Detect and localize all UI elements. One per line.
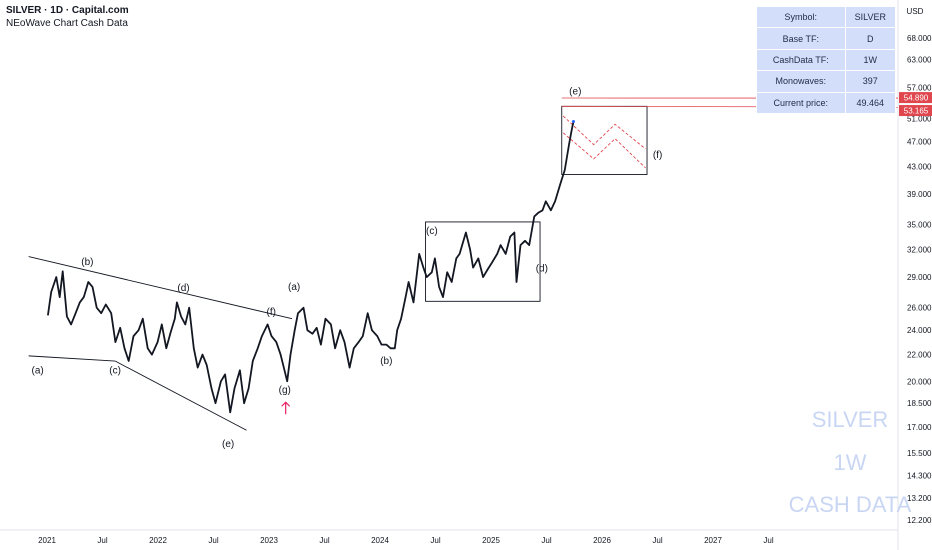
info-key: Symbol: (756, 5, 846, 29)
x-tick-label: Jul (652, 536, 662, 545)
info-value: 397 (844, 70, 897, 93)
y-tick-label: 15.500 (907, 449, 932, 458)
grid-lines (0, 0, 899, 550)
trendlines (28, 97, 899, 431)
y-tick-label: 35.000 (907, 220, 932, 229)
price-tag-label: 53.165 (904, 107, 929, 116)
y-tick-label: 24.000 (907, 326, 932, 335)
y-tick-label: 57.000 (907, 84, 932, 93)
watermark-symbol: SILVER (811, 407, 889, 432)
indicator-name: NEoWave Chart Cash Data (6, 18, 128, 29)
currency-label: USD (907, 7, 924, 16)
wave-label: (d) (536, 264, 548, 275)
x-tick-label: 2027 (704, 536, 722, 545)
x-tick-label: Jul (208, 536, 218, 545)
projection-channel (562, 115, 646, 150)
wave-label: (c) (426, 226, 438, 237)
trendline (28, 256, 293, 320)
price-tag (899, 92, 932, 104)
y-tick-label: 18.500 (907, 399, 932, 408)
info-table: Symbol: SILVER Base TF: D CashData TF: 1W M… (756, 5, 897, 114)
wave-label: (b) (81, 257, 93, 268)
info-row-symbol: Symbol: SILVER (756, 5, 897, 29)
wave-label: (f) (653, 150, 662, 161)
x-tick-label: Jul (97, 536, 107, 545)
chart-title: SILVER · 1D · Capital.com (6, 5, 129, 16)
y-tick-label: 29.000 (907, 273, 932, 282)
y-tick-label: 14.300 (907, 471, 932, 480)
x-tick-label: 2024 (371, 536, 389, 545)
info-key: Current price: (756, 91, 846, 114)
y-tick-label: 39.000 (907, 190, 932, 199)
y-tick-label: 20.000 (907, 377, 932, 386)
x-tick-label: 2025 (482, 536, 500, 545)
wave-label: (a) (32, 365, 44, 376)
y-tick-label: 68.000 (907, 34, 932, 43)
arrow-head (281, 401, 291, 407)
y-tick-label: 63.000 (907, 55, 932, 64)
wave-label: (f) (266, 307, 275, 318)
y-tick-label: 43.000 (907, 163, 932, 172)
up-arrow-icon (281, 401, 291, 415)
wave-box (425, 221, 541, 302)
y-tick-label: 12.200 (907, 516, 932, 525)
wave-label: (d) (177, 283, 189, 294)
trendline (114, 360, 247, 431)
y-tick-label: 51.000 (907, 115, 932, 124)
trendline (28, 355, 116, 362)
watermark-data-type: CASH DATA (788, 492, 912, 517)
info-row-base-tf: Base TF: D (756, 27, 897, 50)
info-value: 49.464 (844, 91, 897, 114)
wave-label: (e) (569, 86, 581, 97)
info-value: D (844, 27, 897, 50)
y-tick-label: 22.000 (907, 351, 932, 360)
x-tick-label: 2026 (593, 536, 611, 545)
x-tick-label: 2022 (149, 536, 167, 545)
wave-label: (a) (288, 282, 300, 293)
x-tick-label: 2021 (38, 536, 56, 545)
y-tick-label: 47.000 (907, 138, 932, 147)
y-tick-label: 13.200 (907, 494, 932, 503)
time-axis[interactable]: 2021 Jul 2022 Jul 2023 Jul 2024 Jul 2025 Jul 2026 J… (38, 536, 774, 545)
info-row-current-price: Current price: 49.464 (756, 91, 897, 114)
x-tick-label: Jul (763, 536, 773, 545)
info-value: SILVER (844, 5, 897, 29)
watermark-timeframe: 1W (833, 450, 867, 475)
x-tick-label: Jul (319, 536, 329, 545)
wave-label: (c) (109, 365, 121, 376)
price-tag-label: 54.890 (904, 94, 929, 103)
info-row-cashdata-tf: CashData TF: 1W (756, 48, 897, 72)
price-axis[interactable]: USD 12.200 13.200 14.300 15.500 17.000 18.500 2… (899, 7, 932, 525)
price-series-layer (47, 119, 575, 414)
wave-label: (g) (279, 385, 291, 396)
wave-label: (b) (380, 356, 392, 367)
y-tick-label: 26.000 (907, 304, 932, 313)
info-value: 1W (844, 48, 897, 72)
wave-label: (e) (222, 439, 234, 450)
wave-labels: (a) (b) (c) (d) (e) (f) (g) (a) (b) (c) (d) (e) (f) (32, 86, 663, 449)
price-tag (899, 105, 932, 117)
price-series-line (47, 121, 575, 414)
info-key: CashData TF: (756, 48, 846, 72)
y-tick-label: 32.000 (907, 245, 932, 254)
x-tick-label: 2023 (260, 536, 278, 545)
x-tick-label: Jul (541, 536, 551, 545)
x-tick-label: Jul (430, 536, 440, 545)
info-key: Monowaves: (756, 70, 846, 93)
y-tick-label: 17.000 (907, 423, 932, 432)
projection-channel (562, 132, 646, 169)
last-price-dot (571, 119, 575, 123)
info-row-monowaves: Monowaves: 397 (756, 70, 897, 93)
info-key: Base TF: (756, 27, 846, 50)
wave-box (561, 105, 648, 175)
